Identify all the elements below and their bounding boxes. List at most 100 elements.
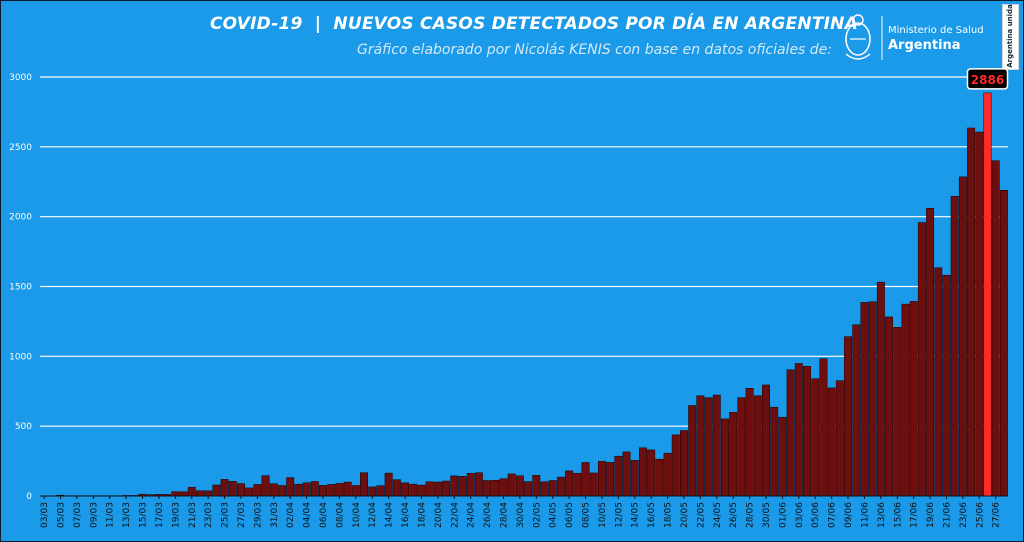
bar (835, 380, 844, 497)
x-tick-label: 12/04 (368, 502, 378, 528)
bar (171, 491, 180, 497)
x-tick-label: 09/03 (89, 502, 99, 528)
bar (556, 476, 565, 497)
bar (327, 484, 336, 497)
bar (507, 473, 516, 497)
bar (762, 384, 770, 497)
bar (794, 363, 803, 497)
bar (360, 472, 368, 497)
x-tick-label: 11/03 (106, 502, 116, 528)
bar (721, 418, 729, 497)
bar (663, 452, 672, 497)
x-tick-label: 28/05 (746, 502, 756, 528)
bar (753, 395, 762, 497)
y-tick-label: 1500 (9, 283, 32, 293)
x-tick-label: 05/06 (811, 502, 821, 528)
bar (926, 208, 935, 497)
bar (934, 267, 943, 497)
x-tick-label: 13/03 (122, 502, 132, 528)
x-tick-label: 25/06 (975, 502, 985, 528)
x-tick-label: 17/03 (155, 502, 165, 528)
bar (524, 481, 533, 497)
x-tick-label: 23/03 (204, 502, 214, 528)
bar (737, 397, 746, 497)
x-tick-label: 18/05 (664, 502, 674, 528)
bar (786, 369, 795, 497)
argentina-unida-badge (1002, 4, 1019, 70)
bar (917, 222, 926, 497)
bar (844, 336, 852, 497)
bar (401, 482, 410, 497)
bar (302, 482, 311, 497)
x-tick-label: 26/04 (483, 502, 493, 528)
bar (639, 447, 647, 497)
x-tick-label: 30/04 (516, 502, 526, 528)
bar (532, 475, 541, 497)
bar (204, 490, 213, 497)
x-tick-label: 22/04 (450, 502, 460, 528)
bar (901, 303, 910, 497)
x-tick-label: 03/06 (795, 502, 805, 528)
x-tick-label: 25/03 (221, 502, 231, 528)
x-tick-label: 14/05 (631, 502, 641, 528)
x-tick-label: 29/03 (253, 502, 263, 528)
bar (942, 274, 951, 497)
x-tick-label: 17/06 (910, 502, 920, 528)
bar (540, 481, 549, 497)
x-tick-label: 15/03 (139, 502, 149, 528)
bar (515, 475, 524, 497)
bar (975, 131, 984, 497)
x-tick-label: 24/05 (713, 502, 723, 528)
bar (811, 378, 820, 497)
bar (967, 127, 976, 497)
bar (409, 483, 418, 497)
bar (909, 301, 918, 497)
y-tick-label: 2000 (9, 213, 32, 223)
bar (688, 405, 697, 497)
x-tick-label: 02/05 (532, 502, 542, 528)
bar (655, 458, 664, 497)
x-tick-label: 26/05 (729, 502, 739, 528)
peak-annotation: 2886 (966, 68, 1009, 90)
x-tick-label: 22/05 (696, 502, 706, 528)
bar (433, 481, 442, 497)
bar (237, 483, 245, 497)
x-axis-ticks: 03/03 05/03 07/03 09/03 11/03 13/03 15/03 17/03… (40, 496, 1002, 528)
y-axis-ticks: 0 500 1000 1500 2000 2500 3000 (9, 73, 32, 502)
bar (491, 479, 500, 497)
x-tick-label: 04/05 (549, 502, 559, 528)
bar (187, 486, 196, 497)
bar (294, 483, 303, 497)
peak-label-box (966, 68, 1009, 90)
bar (351, 485, 360, 497)
peak-value-label: 2886 (971, 73, 1004, 87)
x-tick-label: 19/03 (171, 502, 181, 528)
bar (778, 416, 787, 497)
bar (458, 476, 467, 497)
bars (40, 92, 1008, 497)
bar (614, 455, 623, 497)
y-tick-label: 1000 (9, 352, 32, 362)
bar (212, 484, 221, 497)
x-tick-label: 16/05 (647, 502, 657, 528)
bar (597, 461, 606, 497)
bar (991, 160, 1000, 497)
x-tick-label: 01/06 (778, 502, 788, 528)
bar (704, 397, 713, 497)
bar (876, 281, 885, 497)
chart-subtitle: Gráfico elaborado por Nicolás KENIS con … (357, 42, 833, 58)
x-tick-label: 27/03 (237, 502, 247, 528)
bar (310, 481, 319, 497)
bar (885, 316, 893, 497)
bar (803, 366, 811, 497)
bar (671, 434, 680, 497)
bar (392, 479, 401, 497)
bar (474, 472, 483, 497)
x-tick-label: 20/04 (434, 502, 444, 528)
bar (196, 490, 204, 497)
bar (680, 430, 688, 497)
bar (417, 484, 426, 497)
x-tick-label: 15/06 (893, 502, 903, 528)
bar (573, 472, 582, 497)
x-tick-label: 18/04 (417, 502, 427, 528)
